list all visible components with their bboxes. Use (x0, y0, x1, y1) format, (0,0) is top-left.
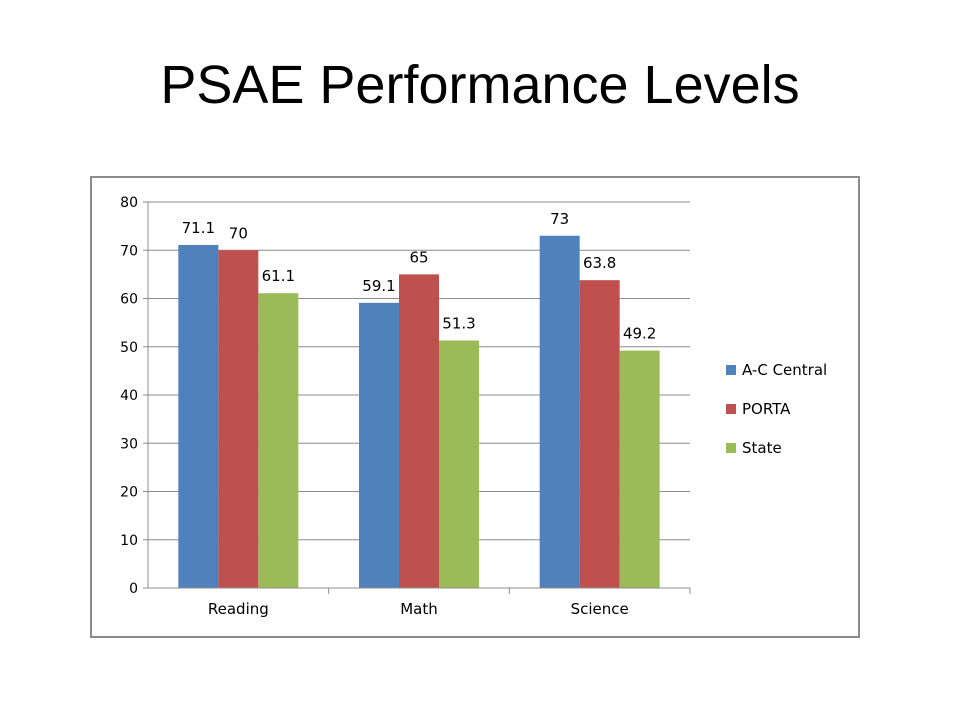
bar-porta-math (399, 274, 439, 588)
data-label: 65 (409, 248, 428, 266)
y-tick-label: 40 (120, 388, 138, 404)
legend-swatch (726, 365, 736, 375)
legend-swatch (726, 443, 736, 453)
data-label: 49.2 (623, 325, 656, 343)
legend-label: A-C Central (742, 361, 827, 379)
chart-frame: 0 10 20 30 40 50 60 70 80 Reading Math Science 71.1… (90, 176, 860, 638)
data-labels: 71.1 70 61.1 59.1 65 51.3 73 63.8 49.2 (182, 210, 657, 343)
legend-label: State (742, 439, 782, 457)
bar-state-math (439, 340, 479, 588)
y-tick-label: 10 (120, 533, 138, 549)
y-tick-label: 60 (120, 292, 138, 308)
data-label: 73 (550, 210, 569, 228)
legend: A-C Central PORTA State (726, 361, 827, 457)
bar-state-reading (258, 293, 299, 588)
legend-label: PORTA (742, 400, 791, 418)
y-tick-label: 0 (129, 581, 138, 597)
category-label: Science (571, 600, 629, 618)
data-label: 70 (229, 224, 248, 242)
data-label: 63.8 (583, 254, 616, 272)
y-tick-label: 30 (120, 436, 138, 452)
y-tick-label: 20 (120, 485, 138, 501)
y-tick-label: 70 (120, 243, 138, 259)
bar-a-c-central-reading (178, 244, 219, 588)
slide-title: PSAE Performance Levels (160, 55, 800, 115)
bar-a-c-central-science (539, 235, 580, 588)
bar-chart: 0 10 20 30 40 50 60 70 80 Reading Math Science 71.1… (120, 195, 827, 618)
bar-porta-science (579, 280, 620, 588)
legend-swatch (726, 404, 736, 414)
bars (178, 235, 660, 588)
axes: 0 10 20 30 40 50 60 70 80 Reading Math Science (120, 195, 691, 618)
bar-state-science (619, 350, 660, 588)
y-tick-label: 80 (120, 195, 138, 211)
y-tick-label: 50 (120, 340, 138, 356)
category-label: Reading (208, 600, 269, 618)
category-label: Math (400, 600, 438, 618)
bar-a-c-central-math (359, 302, 399, 588)
data-label: 51.3 (442, 314, 475, 332)
data-label: 61.1 (262, 267, 295, 285)
bar-porta-reading (218, 250, 259, 588)
data-label: 59.1 (362, 277, 395, 295)
data-label: 71.1 (182, 219, 215, 237)
